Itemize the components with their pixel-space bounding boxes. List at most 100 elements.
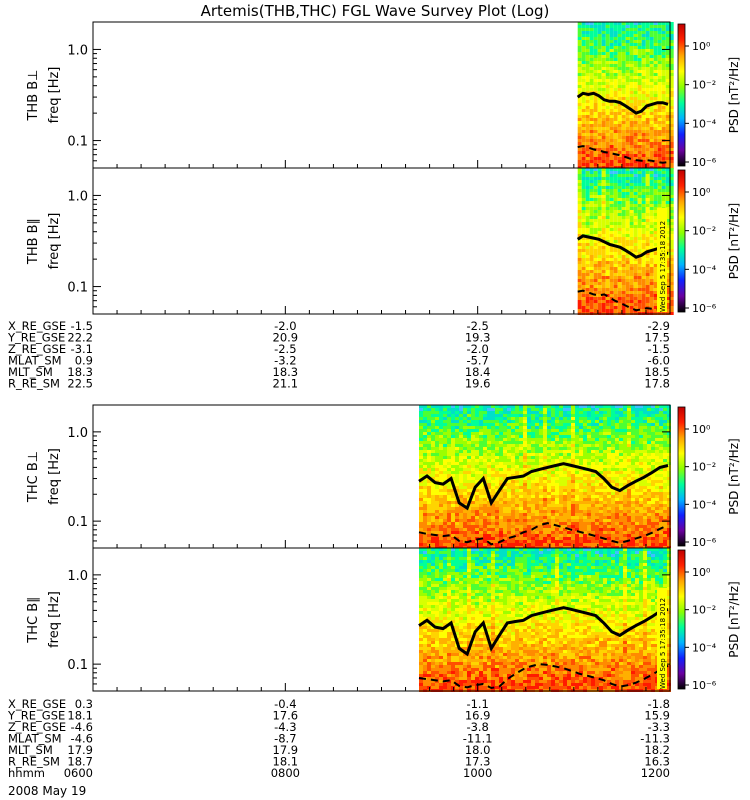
- orbit-row-label: MLT_SM: [8, 743, 53, 757]
- orbit-row-value: -2.5: [466, 319, 488, 333]
- orbit-row-value: -11.1: [463, 732, 493, 746]
- colorbar-tick-label: 10⁰: [692, 40, 711, 53]
- orbit-row-value: 22.5: [67, 377, 93, 391]
- timestamp-strip: [657, 208, 667, 312]
- line-solid: [418, 462, 669, 511]
- colorbar-gradient: [677, 169, 686, 313]
- y-tick-label: 0.1: [67, 658, 88, 673]
- orbit-row-value: -2.5: [274, 342, 296, 356]
- colorbar-label: PSD [nT²/Hz]: [727, 438, 741, 514]
- orbit-row-value: 0600: [64, 766, 93, 780]
- colorbar-tick-label: 10⁻⁴: [692, 498, 717, 511]
- y-tick-label: 1.0: [67, 569, 88, 584]
- orbit-row-value: -2.9: [648, 319, 670, 333]
- orbit-row-value: -8.7: [274, 732, 296, 746]
- panel-label: THB B⊥: [26, 69, 41, 121]
- orbit-row-value: 19.3: [465, 331, 491, 345]
- colorbar-tick-label: 10⁻⁶: [692, 679, 717, 692]
- colorbar-thb_bperp: 10⁰ 10⁻² 10⁻⁴ 10⁻⁶ PSD [nT²/Hz]: [677, 23, 741, 169]
- orbit-row-value: 0.3: [75, 697, 93, 711]
- colorbar-tick-label: 10⁻⁴: [692, 117, 717, 130]
- orbit-row-value: -4.6: [71, 720, 93, 734]
- orbit-row-value: 18.2: [644, 743, 670, 757]
- colorbar-tick-label: 10⁻⁶: [692, 302, 717, 315]
- orbit-row-value: 18.5: [644, 365, 670, 379]
- colorbar-tick-label: 10⁻²: [692, 225, 716, 238]
- orbit-row-value: -4.6: [71, 732, 93, 746]
- line-dashed: [577, 289, 669, 312]
- colorbar-tick-label: 10⁻²: [692, 461, 716, 474]
- orbit-row-label: R_RE_SM: [8, 755, 60, 769]
- spectrogram-cells: [419, 548, 671, 692]
- orbit-row-value: 17.3: [465, 755, 491, 769]
- date-label: 2008 May 19: [8, 784, 86, 798]
- orbit-row-value: -2.0: [466, 342, 488, 356]
- y-tick-label: 1.0: [67, 43, 88, 58]
- colorbar-tick-label: 10⁰: [692, 423, 711, 436]
- colorbar-label: PSD [nT²/Hz]: [727, 581, 741, 657]
- colorbar-label: PSD [nT²/Hz]: [727, 57, 741, 133]
- orbit-table-thc: X_RE_GSE 0.3 -0.4 -1.1 -1.8Y_RE_GSE 18.1 17.6 1…: [7, 697, 670, 780]
- orbit-row-value: 17.5: [644, 331, 670, 345]
- orbit-row-value: 18.0: [465, 743, 491, 757]
- orbit-row-value: -3.2: [274, 354, 296, 368]
- orbit-row-value: 22.2: [67, 331, 93, 345]
- orbit-row-value: -3.3: [648, 720, 670, 734]
- orbit-row-value: 17.8: [644, 377, 670, 391]
- orbit-row-value: 18.3: [67, 365, 93, 379]
- y-axis-label: freq [Hz]: [47, 448, 62, 505]
- y-tick-label: 0.1: [67, 135, 88, 150]
- orbit-row-value: 19.6: [465, 377, 491, 391]
- colorbar-tick-label: 10⁰: [692, 186, 711, 199]
- orbit-row-value: 16.9: [465, 709, 491, 723]
- orbit-row-value: 20.9: [273, 331, 299, 345]
- colorbar-gradient: [677, 406, 686, 547]
- orbit-row-value: -2.0: [274, 319, 296, 333]
- orbit-row-value: -3.8: [466, 720, 488, 734]
- line-dashed: [418, 522, 669, 546]
- line-solid: [576, 234, 669, 259]
- spectrogram-cells: [419, 405, 671, 549]
- orbit-row-value: -4.3: [274, 720, 296, 734]
- orbit-tables: X_RE_GSE -1.5 -2.0 -2.5 -2.9 Y_RE_GSE 22.2 20.9…: [7, 319, 670, 780]
- y-tick-label: 1.0: [67, 426, 88, 441]
- orbit-row-label: MLAT_SM: [8, 354, 62, 368]
- orbit-row-value: 0800: [271, 766, 300, 780]
- colorbar-tick-label: 10⁻⁴: [692, 263, 717, 276]
- colorbar-label: PSD [nT²/Hz]: [727, 203, 741, 279]
- line-solid: [418, 606, 669, 657]
- orbit-row-value: 17.9: [273, 743, 299, 757]
- y-axis-label: freq [Hz]: [47, 213, 62, 270]
- orbit-row-value: 18.1: [273, 755, 299, 769]
- spectrogram-panel-thc_bpar: 1.0 0.1 THC B∥ freq [Hz] Wed Sep 5 17:35:18 …: [26, 547, 671, 692]
- line-solid: [576, 91, 669, 115]
- colorbar-thb_bpar: 10⁰ 10⁻² 10⁻⁴ 10⁻⁶ PSD [nT²/Hz]: [677, 169, 741, 315]
- orbit-row-label: Z_RE_GSE: [8, 342, 66, 356]
- spectrogram-panels: 1.0 0.1 THB B⊥ freq [Hz] 1.0 0.1 THB B∥ freq [H…: [26, 21, 674, 692]
- orbit-row-value: 16.3: [644, 755, 670, 769]
- orbit-row-label: hhmm: [8, 766, 45, 780]
- orbit-row-value: 18.7: [67, 755, 93, 769]
- colorbar-tick-label: 10⁻²: [692, 604, 716, 617]
- y-axis-label: freq [Hz]: [47, 591, 62, 648]
- spectrogram-cells: [577, 22, 674, 169]
- orbit-row-value: 1000: [463, 766, 492, 780]
- spectrogram-panel-thb_bperp: 1.0 0.1 THB B⊥ freq [Hz]: [26, 21, 674, 169]
- line-dashed: [418, 663, 669, 690]
- orbit-row-value: 21.1: [273, 377, 299, 391]
- y-tick-label: 0.1: [67, 515, 88, 530]
- colorbar-thc_bperp: 10⁰ 10⁻² 10⁻⁴ 10⁻⁶ PSD [nT²/Hz]: [677, 406, 741, 549]
- colorbar-gradient: [677, 549, 686, 690]
- colorbar-tick-label: 10⁻²: [692, 79, 716, 92]
- timestamp-stamp: Wed Sep 5 17:35:18 2012: [659, 221, 667, 312]
- orbit-row-value: -1.5: [648, 342, 670, 356]
- orbit-row-value: -11.3: [640, 732, 670, 746]
- colorbar-tick-label: 10⁻⁴: [692, 641, 717, 654]
- orbit-row-value: 1200: [641, 766, 670, 780]
- orbit-row-label: MLT_SM: [8, 365, 53, 379]
- colorbar-tick-label: 10⁻⁶: [692, 536, 717, 549]
- orbit-row-label: Y_RE_GSE: [7, 331, 65, 345]
- orbit-row-label: X_RE_GSE: [8, 319, 66, 333]
- spectrogram-panel-thb_bpar: 1.0 0.1 THB B∥ freq [Hz] Wed Sep 5 17:35:18 …: [26, 167, 674, 315]
